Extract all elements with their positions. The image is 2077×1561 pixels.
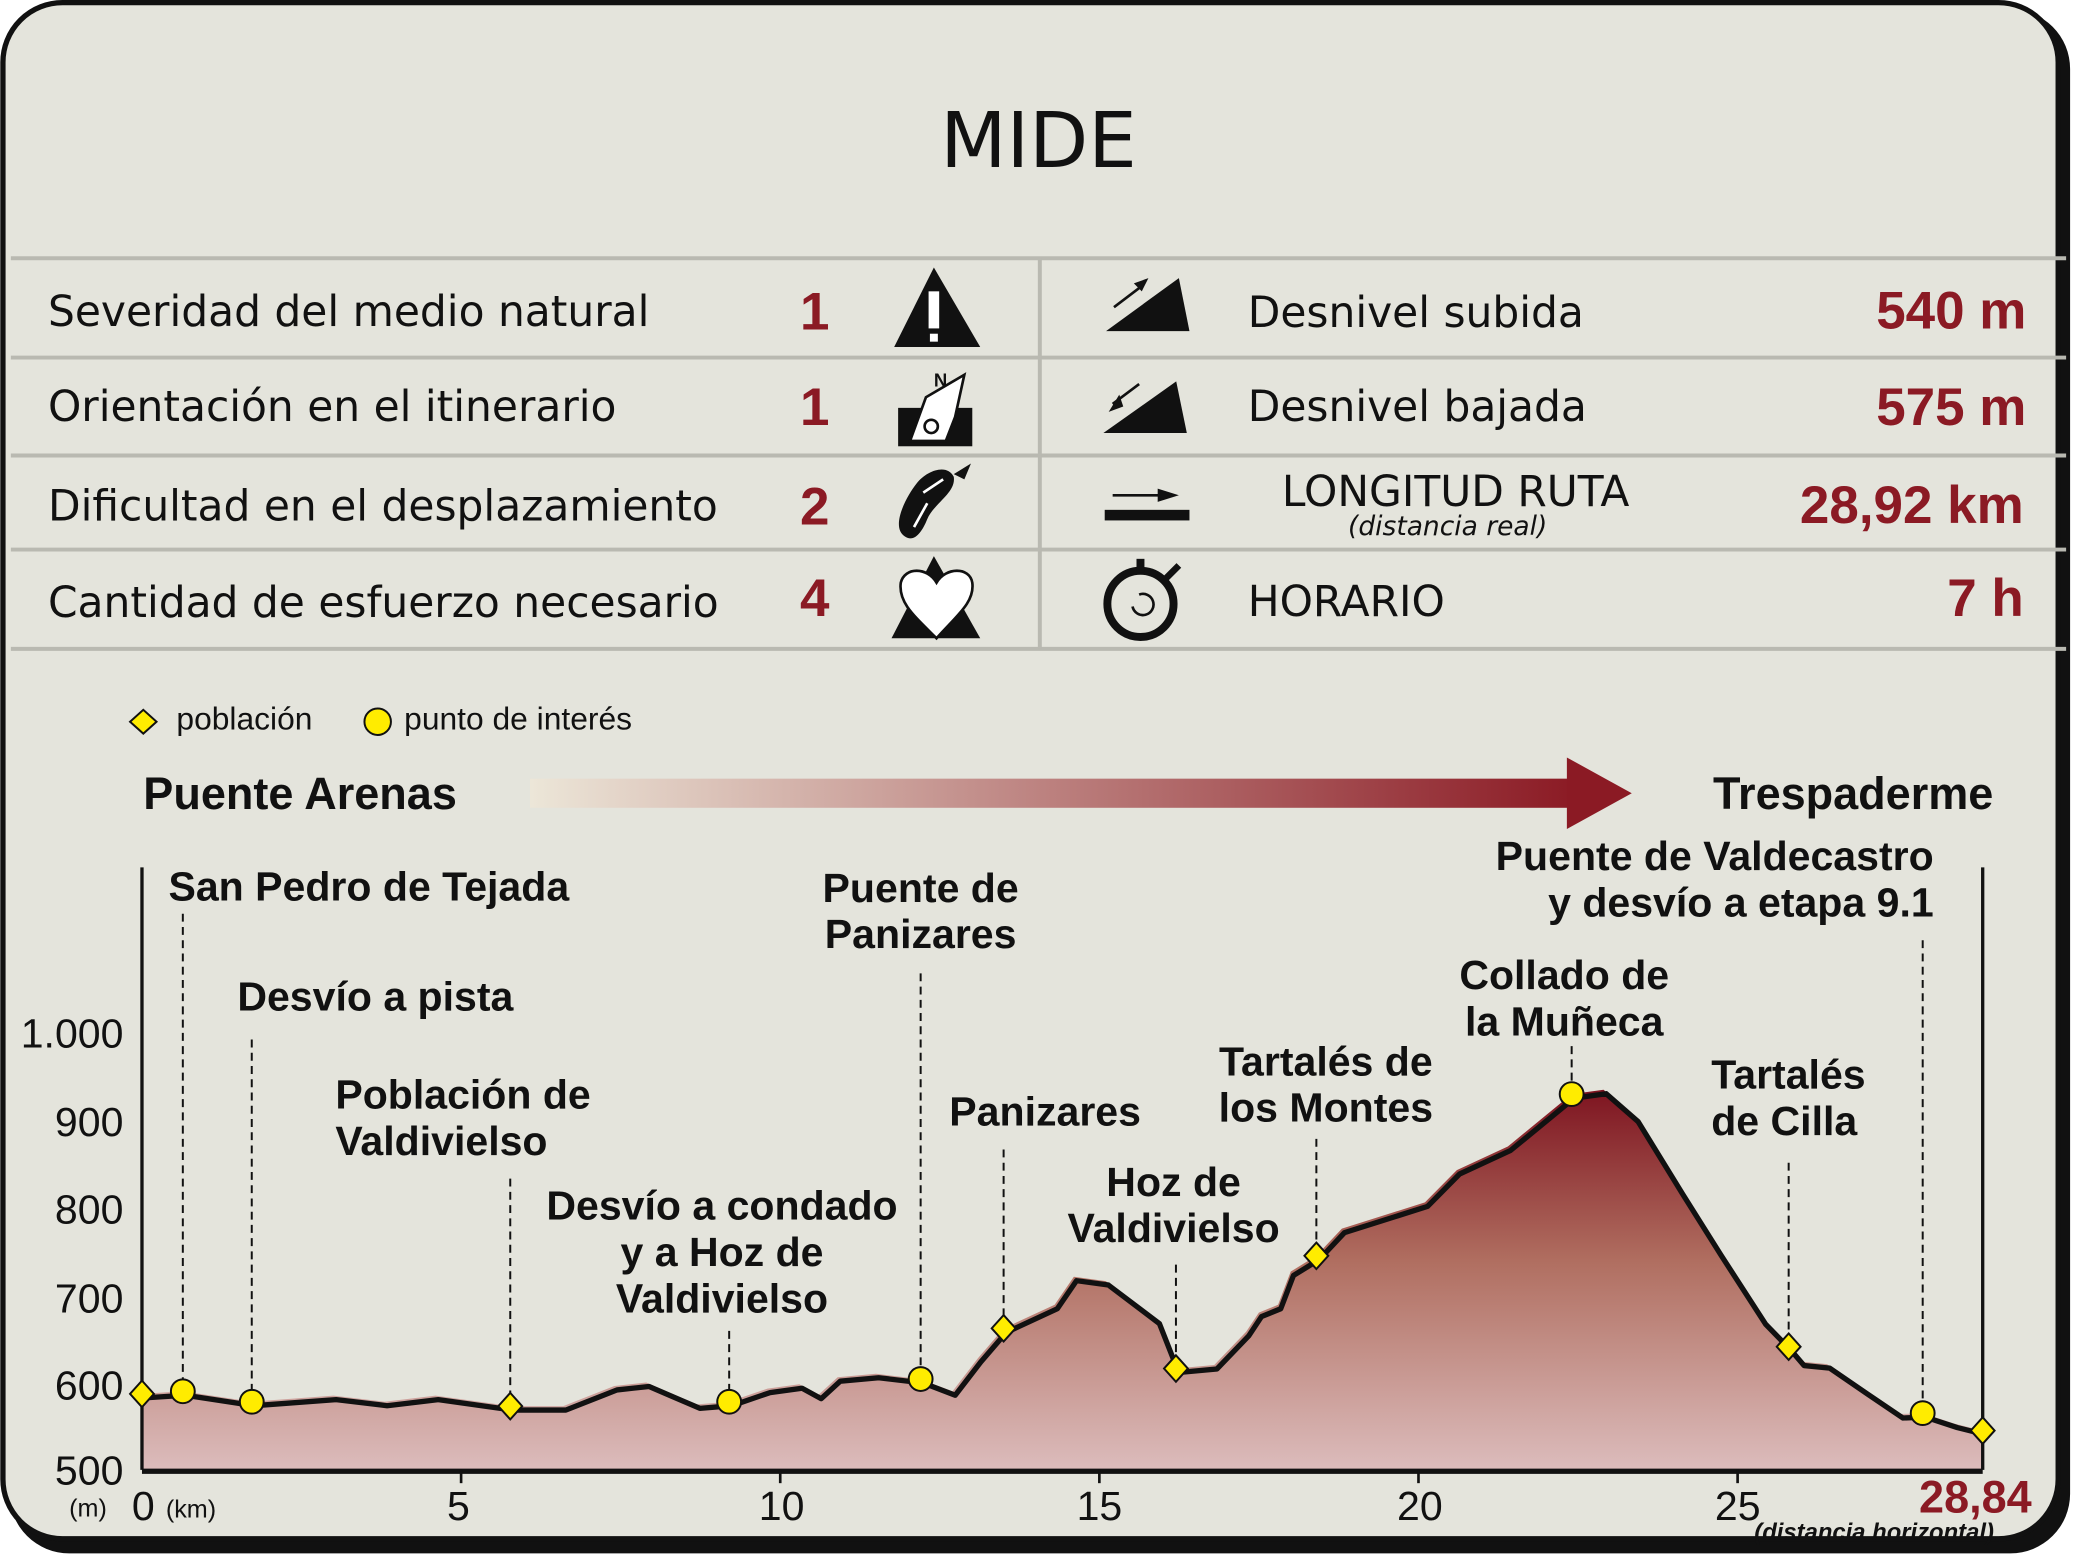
poblacion-marker	[1162, 1353, 1190, 1384]
poblacion-marker	[1969, 1415, 1996, 1446]
stat-value: 540 m	[1876, 281, 2026, 340]
x-tick-label: 0	[132, 1483, 155, 1529]
point-label: Panizares	[949, 1089, 1141, 1135]
mide-row-displacement: Dificultad en el desplazamiento 2	[48, 463, 971, 539]
mide-label: Dificultad en el desplazamiento	[48, 481, 718, 530]
stat-label: HORARIO	[1248, 577, 1445, 626]
route-end: Trespaderme	[1713, 768, 1993, 819]
poblacion-marker	[496, 1391, 524, 1421]
svg-text:N: N	[934, 370, 947, 391]
stat-label: Desnivel subida	[1248, 288, 1584, 337]
mide-value: 1	[800, 378, 829, 437]
stat-row-time: HORARIO 7 h	[1103, 558, 2024, 641]
legend-poblacion: población	[176, 701, 312, 737]
table-grid	[10, 256, 2067, 651]
interes-marker	[169, 1378, 196, 1405]
interes-marker	[716, 1388, 743, 1415]
mide-row-orientation: Orientación en el itinerario 1 N	[48, 370, 973, 447]
x-tick-label: 10	[759, 1483, 805, 1529]
stat-row-length: LONGITUD RUTA (distancia real) 28,92 km	[1104, 467, 2024, 542]
heart-mountain-icon	[891, 556, 981, 641]
poblacion-marker	[990, 1313, 1017, 1344]
y-tick-label: 700	[55, 1275, 124, 1321]
x-tick-label: 25	[1715, 1483, 1761, 1529]
elevation-plot	[128, 867, 1996, 1484]
point-label: Desvío a pista	[237, 973, 514, 1019]
y-tick-label: 600	[55, 1363, 124, 1409]
stat-row-ascent: Desnivel subida 540 m	[1106, 278, 2026, 340]
stat-value: 7 h	[1947, 569, 2024, 628]
point-label: Puente de Valdecastro y desvío a etapa 9.…	[1496, 833, 1934, 925]
poblacion-marker	[1303, 1241, 1330, 1271]
point-label: Puente de Panizares	[823, 865, 1019, 957]
warning-mountain-icon	[894, 267, 981, 347]
ascent-icon	[1106, 278, 1190, 332]
distance-arrow-icon	[1104, 488, 1190, 521]
interes-marker	[238, 1388, 265, 1415]
stat-label: LONGITUD RUTA	[1282, 467, 1629, 516]
mide-value: 4	[800, 569, 830, 628]
y-axis-labels: 500 600 700 800 900 1.000 (m)	[21, 1010, 124, 1522]
x-end-note: (distancia horizontal)	[1754, 1519, 1994, 1546]
stopwatch-icon	[1103, 558, 1182, 641]
poblacion-marker	[128, 1379, 156, 1409]
x-tick-label: 15	[1077, 1483, 1123, 1529]
mide-row-effort: Cantidad de esfuerzo necesario 4	[48, 556, 981, 641]
route-start: Puente Arenas	[143, 768, 457, 819]
mide-label: Severidad del medio natural	[48, 287, 649, 336]
interes-marker	[1909, 1400, 1936, 1427]
descent-icon	[1103, 381, 1187, 434]
stat-value: 575 m	[1876, 378, 2026, 437]
y-tick-label: 500	[55, 1447, 124, 1493]
point-label: Tartalés de Cilla	[1711, 1052, 1865, 1144]
diamond-icon	[128, 708, 159, 735]
point-label: Hoz de Valdivielso	[1067, 1159, 1279, 1251]
elevation-line	[144, 1091, 1986, 1438]
boot-sole-icon	[898, 463, 971, 539]
x-end-label: 28,84	[1919, 1471, 2032, 1522]
x-tick-label: 20	[1397, 1483, 1443, 1529]
page-title: MIDE	[940, 97, 1137, 186]
mide-value: 2	[800, 477, 829, 536]
mide-row-severity: Severidad del medio natural 1	[48, 267, 981, 347]
legend-interes: punto de interés	[404, 701, 632, 737]
stat-sublabel: (distancia real)	[1348, 511, 1547, 542]
mide-label: Cantidad de esfuerzo necesario	[48, 578, 719, 627]
point-label: Tartalés de los Montes	[1219, 1038, 1433, 1130]
elevation-area	[141, 1089, 1983, 1470]
stat-row-descent: Desnivel bajada 575 m	[1103, 378, 2026, 437]
mide-label: Orientación en el itinerario	[48, 382, 616, 431]
legend: población punto de interés	[128, 701, 632, 737]
point-labels: San Pedro de Tejada Desvío a pista Pobla…	[168, 833, 1933, 1321]
y-tick-label: 900	[55, 1099, 124, 1145]
stat-value: 28,92 km	[1800, 476, 2024, 535]
interes-marker	[907, 1366, 934, 1392]
point-label: San Pedro de Tejada	[168, 863, 570, 909]
y-tick-label: 800	[55, 1187, 124, 1233]
circle-icon	[363, 707, 392, 736]
point-label: Población de Valdivielso	[335, 1071, 590, 1163]
compass-north-icon: N	[898, 370, 973, 447]
mide-value: 1	[800, 283, 829, 342]
point-label: Desvío a condado y a Hoz de Valdivielso	[546, 1183, 897, 1322]
y-unit-label: (m)	[69, 1494, 107, 1522]
y-tick-label: 1.000	[21, 1010, 124, 1056]
direction-arrow	[529, 757, 1632, 829]
stat-label: Desnivel bajada	[1248, 382, 1587, 431]
x-axis-labels: 0 (km) 5 10 15 20 25 28,84 (distancia ho…	[132, 1471, 2032, 1546]
point-label: Collado de la Muñeca	[1459, 952, 1669, 1044]
interes-marker	[1558, 1081, 1585, 1108]
x-unit-label: (km)	[166, 1496, 216, 1524]
poblacion-marker	[1775, 1331, 1802, 1362]
x-tick-label: 5	[447, 1483, 470, 1529]
